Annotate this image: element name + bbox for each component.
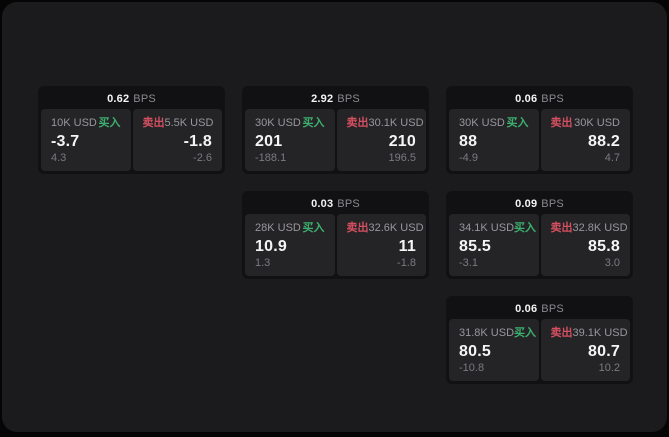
buy-panel[interactable]: 34.1K USD 买入 85.5 -3.1: [449, 214, 539, 276]
buy-delta: -4.9: [459, 152, 478, 164]
quote-body: 30K USD 买入 88 -4.9 卖出 30K USD 88.2 4.7: [449, 109, 630, 171]
quote-card: 0.09 BPS 34.1K USD 买入 85.5 -3.1 卖出 32.8K…: [446, 191, 633, 279]
buy-delta: -188.1: [255, 152, 287, 164]
quote-body: 31.8K USD 买入 80.5 -10.8 卖出 39.1K USD 80.…: [449, 319, 630, 381]
sell-panel[interactable]: 卖出 32.6K USD 11 -1.8: [336, 214, 426, 276]
sell-delta: 4.7: [604, 152, 620, 164]
bps-unit: BPS: [541, 93, 564, 105]
buy-panel[interactable]: 28K USD 买入 10.9 1.3: [245, 214, 335, 276]
bps-value: 2.92: [311, 93, 334, 105]
quote-card: 2.92 BPS 30K USD 买入 201 -188.1 卖出 30.1K …: [242, 86, 429, 174]
buy-price: 88: [459, 133, 478, 150]
sell-label: 卖出: [550, 222, 573, 234]
sell-delta: 3.0: [604, 257, 620, 269]
buy-delta: 4.3: [51, 152, 67, 164]
buy-label: 买入: [98, 117, 121, 129]
buy-panel[interactable]: 10K USD 买入 -3.7 4.3: [41, 109, 131, 171]
buy-label: 买入: [302, 222, 325, 234]
quote-body: 28K USD 买入 10.9 1.3 卖出 32.6K USD 11 -1.8: [245, 214, 426, 276]
sell-size: 30K USD: [574, 117, 620, 129]
buy-label: 买入: [302, 117, 325, 129]
sell-size: 32.6K USD: [368, 222, 424, 234]
sell-panel[interactable]: 卖出 30.1K USD 210 196.5: [336, 109, 426, 171]
quote-card-grid: 0.62 BPS 10K USD 买入 -3.7 4.3 卖出 5.5K USD…: [38, 86, 633, 384]
buy-size: 30K USD: [459, 117, 505, 129]
bps-unit: BPS: [337, 198, 360, 210]
quote-card: 0.62 BPS 10K USD 买入 -3.7 4.3 卖出 5.5K USD…: [38, 86, 225, 174]
bps-header: 0.62 BPS: [41, 89, 222, 109]
sell-delta: -2.6: [193, 152, 212, 164]
buy-size: 30K USD: [255, 117, 301, 129]
bps-unit: BPS: [541, 303, 564, 315]
sell-delta: -1.8: [397, 257, 416, 269]
sell-price: 88.2: [588, 133, 620, 150]
sell-price: -1.8: [183, 133, 212, 150]
buy-price: 85.5: [459, 238, 491, 255]
buy-size: 10K USD: [51, 117, 97, 129]
bps-value: 0.03: [311, 198, 334, 210]
buy-panel[interactable]: 30K USD 买入 88 -4.9: [449, 109, 539, 171]
sell-label: 卖出: [550, 327, 573, 339]
sell-label: 卖出: [550, 117, 573, 129]
sell-size: 5.5K USD: [164, 117, 214, 129]
bps-header: 0.06 BPS: [449, 299, 630, 319]
sell-label: 卖出: [142, 117, 165, 129]
bps-header: 2.92 BPS: [245, 89, 426, 109]
buy-size: 31.8K USD: [459, 327, 515, 339]
sell-delta: 196.5: [388, 152, 416, 164]
sell-size: 39.1K USD: [572, 327, 628, 339]
quote-card: 0.06 BPS 31.8K USD 买入 80.5 -10.8 卖出 39.1…: [446, 296, 633, 384]
buy-price: 201: [255, 133, 283, 150]
bps-value: 0.06: [515, 93, 538, 105]
sell-price: 11: [398, 238, 416, 255]
buy-size: 34.1K USD: [459, 222, 515, 234]
bps-header: 0.09 BPS: [449, 194, 630, 214]
sell-size: 30.1K USD: [368, 117, 424, 129]
sell-label: 卖出: [346, 222, 369, 234]
buy-label: 买入: [514, 327, 537, 339]
sell-panel[interactable]: 卖出 32.8K USD 85.8 3.0: [540, 214, 630, 276]
bps-unit: BPS: [541, 198, 564, 210]
buy-label: 买入: [506, 117, 529, 129]
quote-body: 34.1K USD 买入 85.5 -3.1 卖出 32.8K USD 85.8…: [449, 214, 630, 276]
sell-price: 85.8: [588, 238, 620, 255]
bps-header: 0.06 BPS: [449, 89, 630, 109]
buy-delta: -3.1: [459, 257, 478, 269]
buy-price: 10.9: [255, 238, 287, 255]
bps-unit: BPS: [337, 93, 360, 105]
bps-header: 0.03 BPS: [245, 194, 426, 214]
quote-card: 0.03 BPS 28K USD 买入 10.9 1.3 卖出 32.6K US…: [242, 191, 429, 279]
bps-value: 0.62: [107, 93, 130, 105]
buy-label: 买入: [514, 222, 537, 234]
quote-body: 10K USD 买入 -3.7 4.3 卖出 5.5K USD -1.8 -2.…: [41, 109, 222, 171]
buy-delta: -10.8: [459, 362, 485, 374]
bps-unit: BPS: [133, 93, 156, 105]
sell-price: 80.7: [588, 343, 620, 360]
buy-panel[interactable]: 30K USD 买入 201 -188.1: [245, 109, 335, 171]
quote-card: 0.06 BPS 30K USD 买入 88 -4.9 卖出 30K USD 8…: [446, 86, 633, 174]
sell-price: 210: [388, 133, 416, 150]
sell-panel[interactable]: 卖出 39.1K USD 80.7 10.2: [540, 319, 630, 381]
buy-panel[interactable]: 31.8K USD 买入 80.5 -10.8: [449, 319, 539, 381]
sell-label: 卖出: [346, 117, 369, 129]
sell-delta: 10.2: [598, 362, 620, 374]
buy-price: -3.7: [51, 133, 80, 150]
buy-size: 28K USD: [255, 222, 301, 234]
sell-size: 32.8K USD: [572, 222, 628, 234]
quote-body: 30K USD 买入 201 -188.1 卖出 30.1K USD 210 1…: [245, 109, 426, 171]
bps-value: 0.09: [515, 198, 538, 210]
sell-panel[interactable]: 卖出 5.5K USD -1.8 -2.6: [132, 109, 222, 171]
buy-delta: 1.3: [255, 257, 271, 269]
sell-panel[interactable]: 卖出 30K USD 88.2 4.7: [540, 109, 630, 171]
buy-price: 80.5: [459, 343, 491, 360]
bps-value: 0.06: [515, 303, 538, 315]
